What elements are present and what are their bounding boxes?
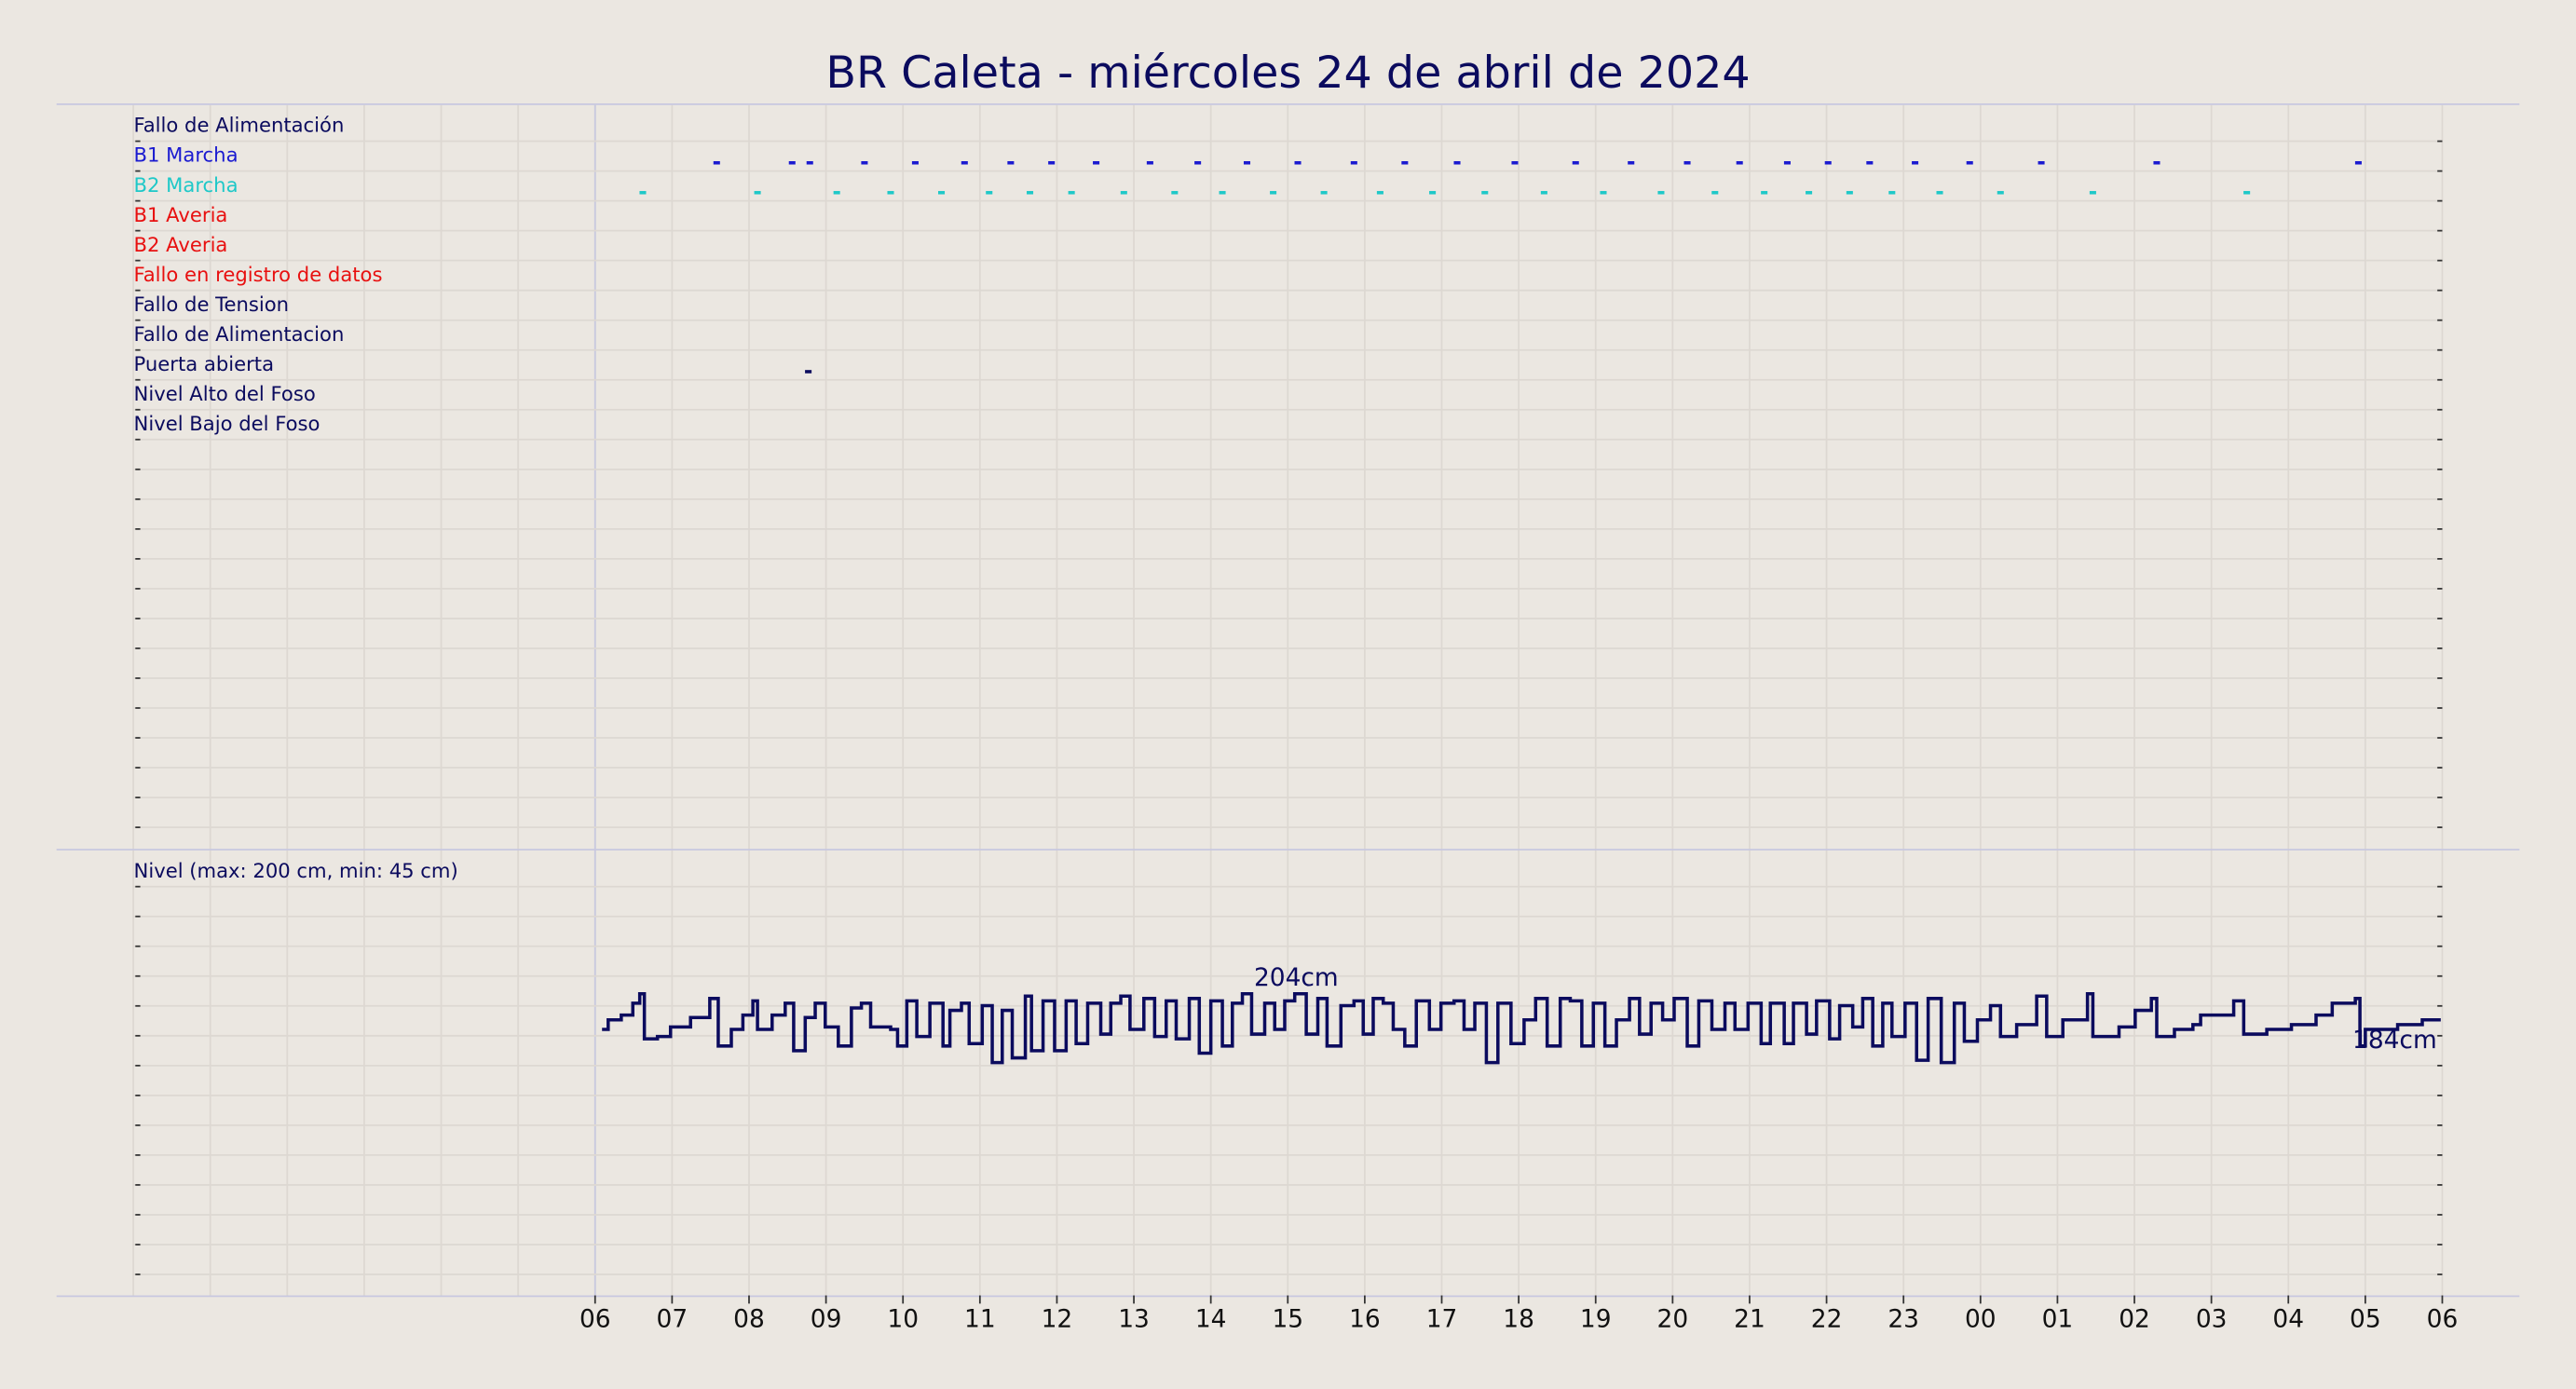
row-label: B1 Averia xyxy=(134,203,228,226)
x-tick-label: 14 xyxy=(1195,1304,1227,1333)
chart-title: BR Caleta - miércoles 24 de abril de 202… xyxy=(825,48,1750,99)
x-tick-label: 15 xyxy=(1272,1304,1303,1333)
row-label: Puerta abierta xyxy=(134,352,275,375)
x-tick-label: 18 xyxy=(1503,1304,1534,1333)
annotation: 204cm xyxy=(1254,963,1339,992)
x-tick-label: 08 xyxy=(733,1304,765,1333)
row-label: B2 Averia xyxy=(134,233,228,256)
row-label: Nivel Alto del Foso xyxy=(134,382,316,405)
y-axis-label: Nivel (max: 200 cm, min: 45 cm) xyxy=(134,859,458,882)
row-label: Nivel Bajo del Foso xyxy=(134,412,320,435)
x-tick-label: 07 xyxy=(657,1304,688,1333)
row-label: Fallo de Tension xyxy=(134,293,290,316)
grid xyxy=(132,104,2444,1296)
level-line xyxy=(602,991,2441,1065)
x-tick-label: 00 xyxy=(1965,1304,1997,1333)
x-tick-label: 21 xyxy=(1734,1304,1765,1333)
x-tick-label: 20 xyxy=(1657,1304,1689,1333)
x-tick-label: 17 xyxy=(1426,1304,1458,1333)
x-tick-label: 22 xyxy=(1811,1304,1843,1333)
annotation: 184cm xyxy=(2352,1026,2437,1055)
x-tick-label: 19 xyxy=(1580,1304,1612,1333)
row-label: B1 Marcha xyxy=(134,143,239,167)
x-tick-label: 06 xyxy=(2427,1304,2459,1333)
x-tick-label: 10 xyxy=(887,1304,919,1333)
x-tick-label: 01 xyxy=(2042,1304,2074,1333)
row-label: Fallo de Alimentación xyxy=(134,114,345,137)
x-tick-label: 16 xyxy=(1349,1304,1381,1333)
row-label: B2 Marcha xyxy=(134,173,239,197)
x-tick-label: 03 xyxy=(2196,1304,2228,1333)
row-label: Fallo en registro de datos xyxy=(134,263,383,286)
x-tick-label: 02 xyxy=(2119,1304,2150,1333)
x-tick-label: 13 xyxy=(1118,1304,1150,1333)
x-tick-label: 05 xyxy=(2350,1304,2381,1333)
x-tick-label: 23 xyxy=(1888,1304,1919,1333)
x-tick-label: 12 xyxy=(1042,1304,1073,1333)
x-tick-label: 04 xyxy=(2272,1304,2304,1333)
x-tick-label: 11 xyxy=(964,1304,996,1333)
x-tick-label: 06 xyxy=(579,1304,611,1333)
x-tick-label: 09 xyxy=(811,1304,842,1333)
row-label: Fallo de Alimentacion xyxy=(134,322,345,346)
